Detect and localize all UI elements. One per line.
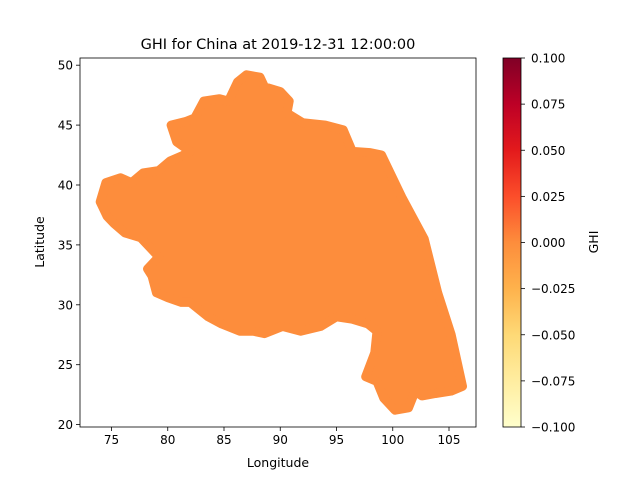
colorbar-tick-label: 0.100 (531, 52, 565, 66)
y-tick-label: 20 (58, 418, 73, 432)
region-layer (95, 70, 467, 415)
colorbar-tick-label: 0.000 (531, 236, 565, 250)
y-axis: 20 25 30 35 40 45 50 (58, 59, 80, 432)
plot-frame (79, 57, 477, 428)
y-axis-label: Latitude (32, 216, 47, 268)
x-tick-label: 105 (438, 433, 461, 447)
colorbar-tick-label: 0.025 (531, 190, 565, 204)
colorbar-tick-label: 0.050 (531, 144, 565, 158)
colorbar-label: GHI (586, 231, 601, 254)
x-axis: 75 80 85 90 95 100 105 (104, 427, 461, 447)
y-tick-label: 30 (58, 298, 73, 312)
colorbar-tick-label: −0.025 (531, 282, 575, 296)
x-tick-label: 80 (160, 433, 175, 447)
x-tick-label: 95 (329, 433, 344, 447)
y-tick-label: 25 (58, 358, 73, 372)
x-tick-label: 75 (104, 433, 119, 447)
x-tick-label: 85 (216, 433, 231, 447)
colorbar-tick-label: 0.075 (531, 98, 565, 112)
y-tick-label: 40 (58, 178, 73, 192)
region-markers (95, 70, 467, 415)
colorbar-gradient (502, 57, 522, 428)
x-axis-label: Longitude (247, 455, 309, 470)
y-tick-label: 35 (58, 238, 73, 252)
colorbar-tick-label: −0.100 (531, 421, 575, 435)
colorbar-tick-label: −0.075 (531, 374, 575, 388)
plot-area: 75 80 85 90 95 100 105 20 25 30 35 40 45 50 (58, 57, 477, 447)
y-tick-label: 50 (58, 59, 73, 73)
colorbar-tick-label: −0.050 (531, 328, 575, 342)
colorbar-ticks: 0.100 0.075 0.050 0.025 0.000 −0.025 −0.050 −0.… (521, 52, 575, 435)
x-tick-label: 100 (381, 433, 404, 447)
colorbar: 0.100 0.075 0.050 0.025 0.000 −0.025 −0.050 −0.… (502, 52, 601, 435)
x-tick-label: 90 (273, 433, 288, 447)
y-tick-label: 45 (58, 119, 73, 133)
chart-title: GHI for China at 2019-12-31 12:00:00 (141, 37, 416, 53)
